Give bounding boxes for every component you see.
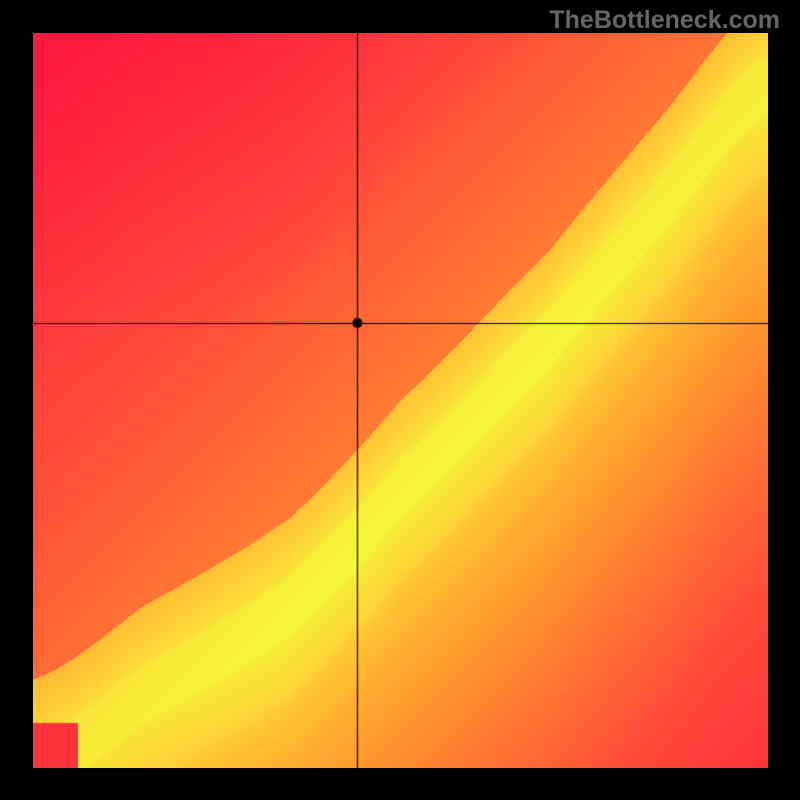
- chart-container: TheBottleneck.com: [0, 0, 800, 800]
- watermark-text: TheBottleneck.com: [549, 6, 780, 35]
- bottleneck-heatmap: [33, 33, 768, 768]
